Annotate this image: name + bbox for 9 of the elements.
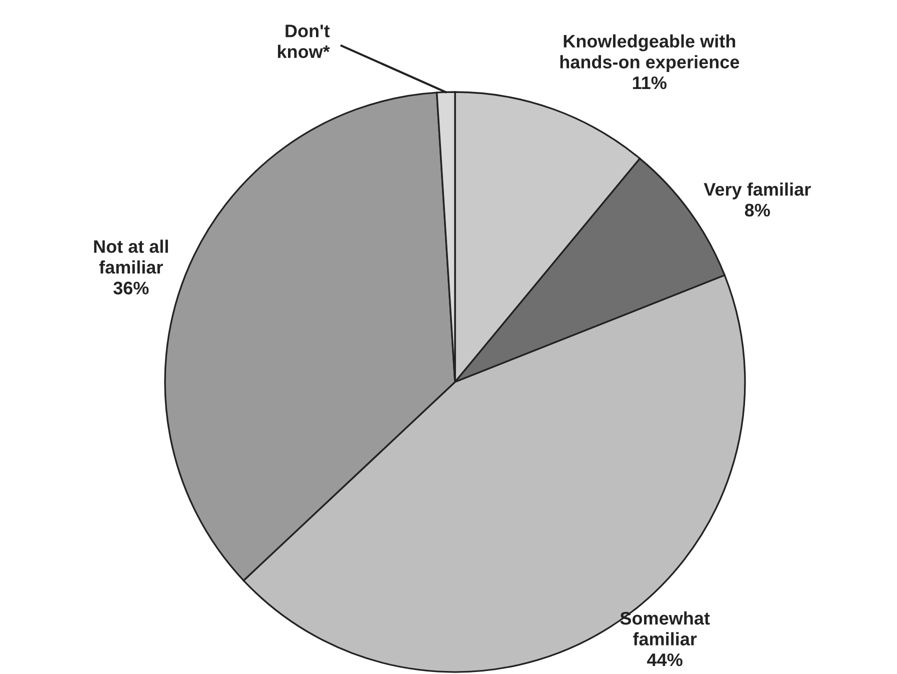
data-label: 36% bbox=[113, 282, 149, 294]
slice-label: Very familiar bbox=[704, 182, 811, 200]
data-label: 8% bbox=[744, 204, 770, 217]
slice-label: Not at all familiar bbox=[94, 240, 168, 274]
slice-label: Knowledgeable with hands-on experience bbox=[560, 34, 740, 72]
slice-label: Somewhat familiar bbox=[620, 611, 710, 646]
slice-label: Don't know* bbox=[278, 24, 330, 58]
data-label: 44% bbox=[647, 653, 682, 666]
data-label: 11% bbox=[632, 76, 667, 90]
